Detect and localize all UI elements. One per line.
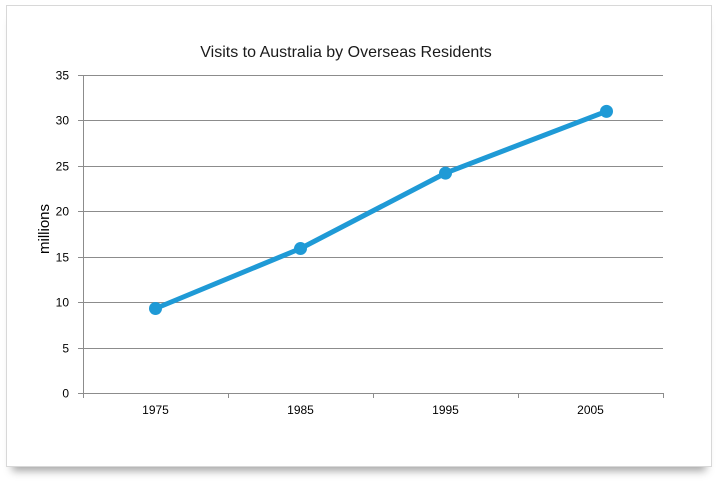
y-tick-labels: 0 5 10 15 20 25 30 35 [56,69,70,401]
data-point [149,302,162,316]
data-point [294,242,307,256]
x-tick-labels: 1975 1985 1995 2005 [142,403,604,417]
x-tick-label: 1975 [142,403,169,417]
series-line [153,108,609,311]
gridlines [83,75,663,349]
y-tick-label: 20 [56,205,70,219]
series-layer [149,104,613,316]
y-tick-label: 15 [56,251,70,265]
y-tick-label: 0 [62,387,69,401]
chart-title: Visits to Australia by Overseas Resident… [200,44,491,61]
chart-frame [6,5,712,467]
y-tick-label: 5 [62,342,69,356]
x-tick-label: 1985 [287,403,314,417]
y-tick-label: 10 [56,296,70,310]
axes [78,75,664,398]
y-axis-label: millions [36,204,53,254]
data-point [600,104,613,118]
x-tick-label: 1995 [432,403,459,417]
y-tick-label: 25 [56,160,70,174]
data-point [439,166,452,180]
y-tick-label: 30 [56,114,70,128]
x-tick-label: 2005 [577,403,604,417]
y-tick-label: 35 [56,69,70,83]
